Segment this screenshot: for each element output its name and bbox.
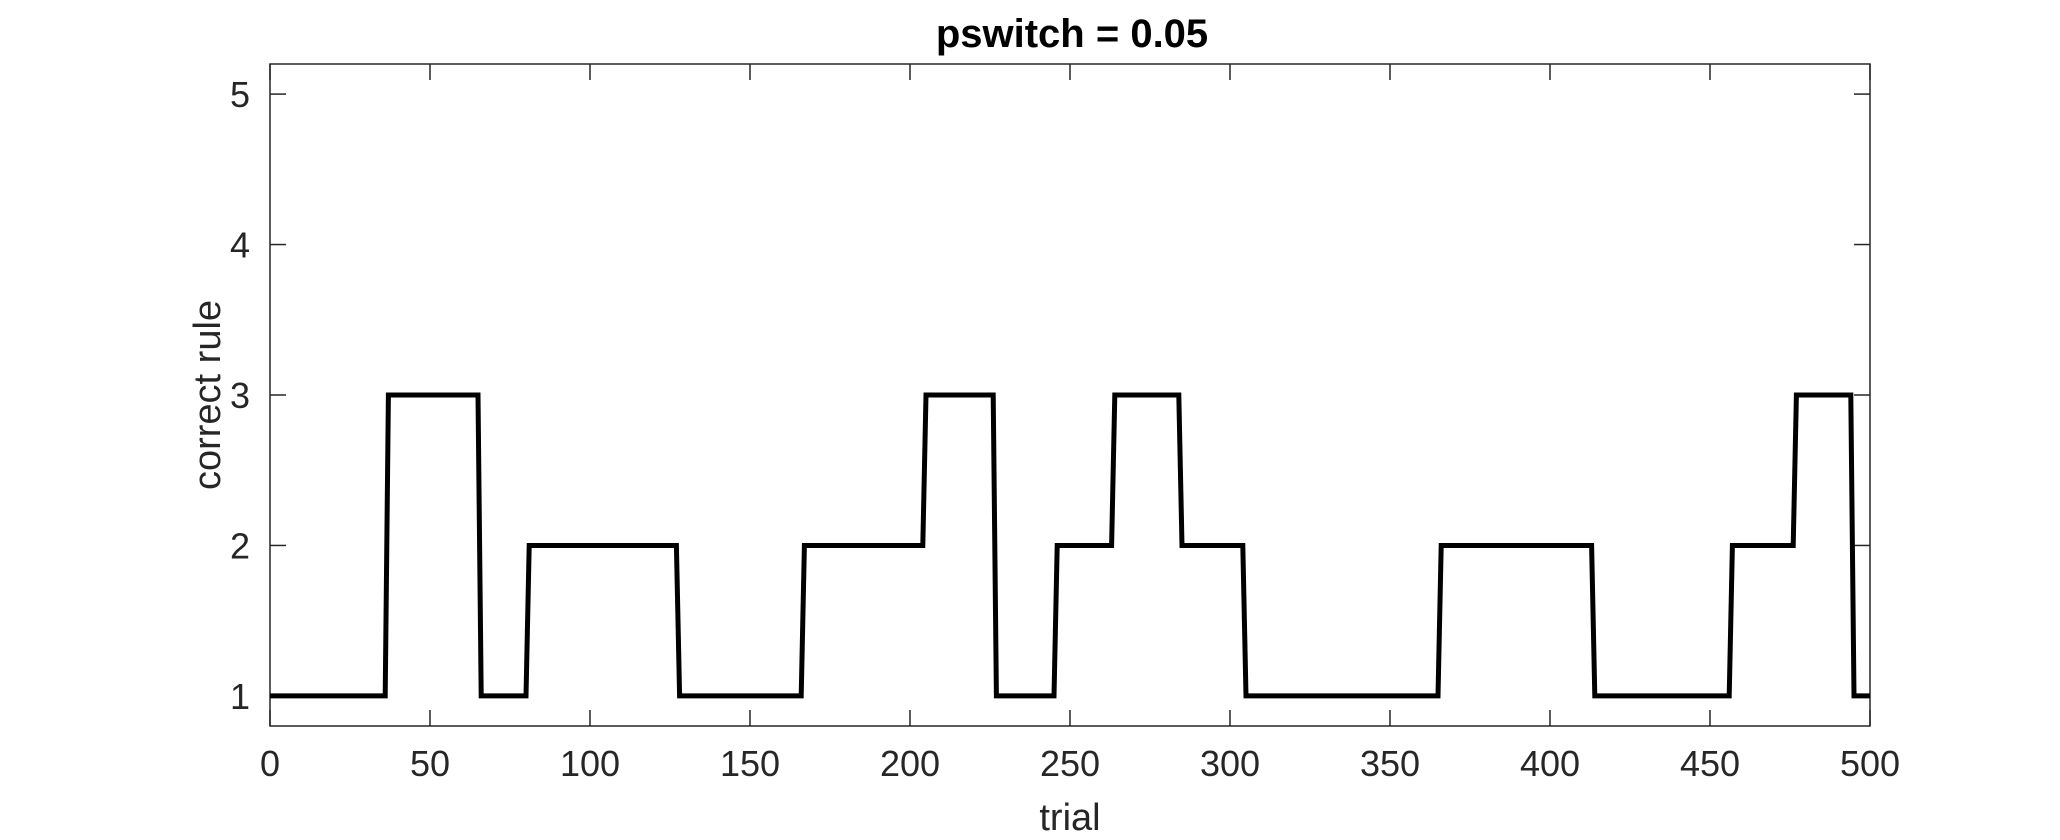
x-tick-label: 0: [260, 743, 280, 784]
x-axis: 0 50 100 150 200 250 300 350 400 450 500: [260, 64, 1900, 784]
x-tick-label: 150: [720, 743, 780, 784]
y-tick-label: 4: [230, 225, 250, 266]
x-tick-label: 450: [1680, 743, 1740, 784]
y-tick-label: 5: [230, 74, 250, 115]
series-group: [270, 392, 1870, 699]
y-axis-label: correct rule: [187, 300, 229, 490]
x-tick-label: 200: [880, 743, 940, 784]
y-tick-label: 3: [230, 375, 250, 416]
x-tick-label: 350: [1360, 743, 1420, 784]
x-tick-label: 300: [1200, 743, 1260, 784]
x-tick-label: 250: [1040, 743, 1100, 784]
y-tick-label: 1: [230, 676, 250, 717]
x-tick-label: 400: [1520, 743, 1580, 784]
x-tick-label: 100: [560, 743, 620, 784]
chart-title: pswitch = 0.05: [936, 12, 1208, 56]
x-axis-label: trial: [1039, 797, 1100, 839]
x-tick-label: 50: [410, 743, 450, 784]
x-tick-label: 500: [1840, 743, 1900, 784]
y-tick-label: 2: [230, 525, 250, 566]
series-line-0: [270, 392, 1870, 699]
plot-area: [269, 63, 1871, 727]
